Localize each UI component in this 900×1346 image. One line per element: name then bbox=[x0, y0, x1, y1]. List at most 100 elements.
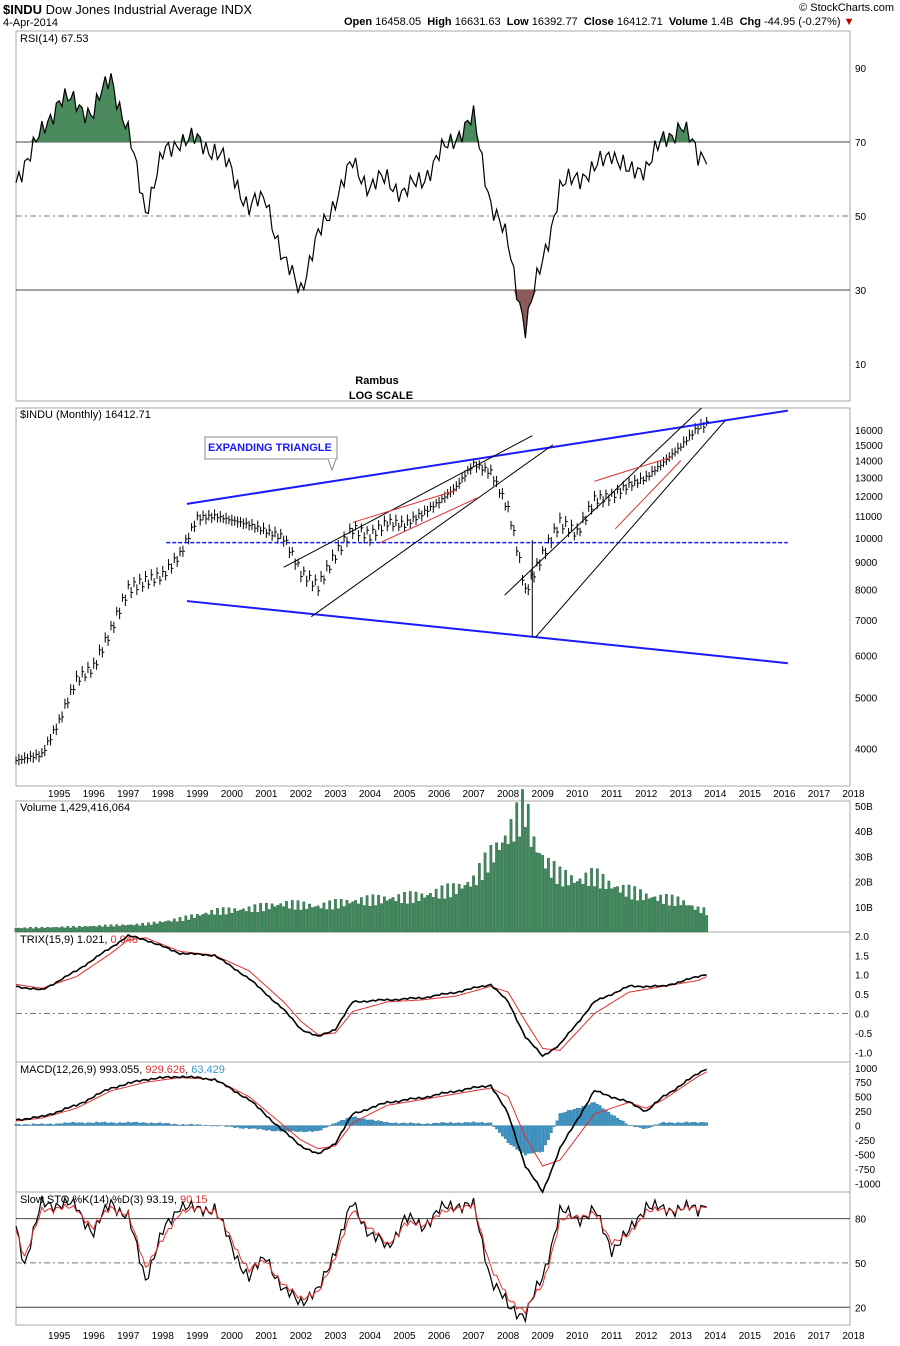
volume-bar bbox=[702, 907, 706, 933]
macd-histogram-bar bbox=[158, 1122, 162, 1126]
macd-histogram-bar bbox=[241, 1125, 245, 1129]
trix-tick-1: 1.0 bbox=[855, 971, 869, 982]
macd-histogram-bar bbox=[650, 1125, 654, 1127]
rsi-tick-10: 10 bbox=[855, 360, 867, 371]
x-year-2015-bottom: 2015 bbox=[739, 1331, 762, 1342]
volume-bar bbox=[383, 896, 386, 933]
volume-bar bbox=[72, 925, 75, 933]
macd-histogram-bar bbox=[452, 1123, 455, 1126]
macd-histogram-bar bbox=[290, 1125, 294, 1131]
volume-bar bbox=[152, 921, 156, 933]
volume-bar bbox=[371, 894, 375, 933]
volume-bar bbox=[624, 896, 628, 933]
x-year-2003-top: 2003 bbox=[324, 789, 347, 800]
triangle-upper-line bbox=[186, 409, 788, 505]
volume-bar bbox=[167, 920, 170, 933]
macd-histogram-bar bbox=[184, 1124, 188, 1126]
macd-histogram-bar bbox=[429, 1124, 432, 1126]
macd-histogram-bar bbox=[618, 1120, 622, 1126]
macd-histogram-bar bbox=[359, 1118, 363, 1126]
volume-bar bbox=[598, 888, 602, 933]
macd-histogram-bar bbox=[288, 1125, 291, 1132]
volume-bar bbox=[607, 880, 611, 933]
volume-bar bbox=[37, 928, 41, 933]
macd-histogram-bar bbox=[46, 1123, 50, 1126]
volume-bar bbox=[699, 913, 703, 933]
macd-histogram-bar bbox=[34, 1124, 38, 1126]
x-year-2004-bottom: 2004 bbox=[359, 1331, 382, 1342]
macd-histogram-bar bbox=[100, 1122, 104, 1126]
macd-histogram-bar bbox=[475, 1122, 478, 1126]
volume-bar bbox=[610, 888, 614, 933]
macd-histogram-bar bbox=[273, 1125, 277, 1132]
volume-bar bbox=[147, 922, 150, 933]
macd-histogram-bar bbox=[334, 1123, 337, 1126]
macd-histogram-bar bbox=[420, 1124, 424, 1126]
volume-bar bbox=[357, 903, 360, 933]
price-tick-15000: 15000 bbox=[855, 441, 883, 452]
macd-histogram-bar bbox=[397, 1123, 401, 1126]
trix-tick-0_5: 0.5 bbox=[855, 990, 869, 1001]
macd-histogram-bar bbox=[561, 1112, 565, 1126]
volume-bar bbox=[475, 885, 478, 933]
volume-bar bbox=[92, 925, 96, 933]
x-year-1997-top: 1997 bbox=[117, 789, 140, 800]
volume-bar bbox=[115, 924, 119, 933]
macd-histogram-bar bbox=[313, 1125, 317, 1131]
macd-tick-750: 750 bbox=[855, 1078, 872, 1089]
volume-bar bbox=[282, 906, 285, 933]
volume-bar bbox=[486, 872, 490, 933]
volume-bar bbox=[377, 894, 380, 933]
macd-histogram-bar bbox=[558, 1113, 562, 1126]
macd-histogram-bar bbox=[547, 1125, 550, 1141]
macd-histogram-bar bbox=[662, 1121, 665, 1126]
x-year-1999-top: 1999 bbox=[186, 789, 209, 800]
volume-bar bbox=[322, 902, 326, 933]
macd-histogram-bar bbox=[161, 1123, 165, 1126]
macd-histogram-bar bbox=[155, 1123, 159, 1126]
volume-bar bbox=[477, 863, 481, 933]
x-year-2000-top: 2000 bbox=[221, 789, 244, 800]
volume-bar bbox=[561, 886, 565, 933]
x-year-2013-top: 2013 bbox=[670, 789, 693, 800]
volume-bar bbox=[106, 926, 110, 933]
volume-bar bbox=[103, 924, 107, 933]
macd-histogram-bar bbox=[216, 1125, 219, 1127]
macd-histogram-bar bbox=[187, 1124, 191, 1126]
x-year-2007-bottom: 2007 bbox=[462, 1331, 485, 1342]
macd-histogram-bar bbox=[311, 1125, 314, 1132]
exchange: INDX bbox=[221, 2, 253, 17]
volume-bar bbox=[417, 901, 421, 933]
chart-date: 4-Apr-2014 bbox=[3, 17, 59, 29]
volume-bar bbox=[31, 928, 35, 933]
macd-histogram-bar bbox=[103, 1121, 107, 1126]
price-tick-4000: 4000 bbox=[855, 745, 878, 756]
volume-bar bbox=[656, 900, 660, 933]
volume-bar bbox=[86, 926, 90, 933]
x-year-1997-bottom: 1997 bbox=[117, 1331, 140, 1342]
macd-histogram-bar bbox=[296, 1125, 300, 1133]
x-year-2005-top: 2005 bbox=[393, 789, 416, 800]
macd-histogram-bar bbox=[437, 1123, 441, 1126]
volume-bar bbox=[541, 855, 544, 933]
macd-histogram-bar bbox=[472, 1121, 475, 1126]
macd-histogram-bar bbox=[564, 1111, 568, 1126]
x-year-1996-bottom: 1996 bbox=[83, 1331, 106, 1342]
price-tick-11000: 11000 bbox=[855, 512, 883, 523]
volume-bar bbox=[685, 905, 688, 933]
volume-bar bbox=[572, 882, 576, 933]
volume-tick-40: 40B bbox=[855, 827, 873, 838]
macd-histogram-bar bbox=[374, 1120, 378, 1126]
rsi-tick-50: 50 bbox=[855, 212, 867, 223]
volume-bar bbox=[126, 924, 130, 933]
macd-histogram-bar bbox=[270, 1125, 274, 1132]
x-year-1998-top: 1998 bbox=[152, 789, 175, 800]
x-year-2000-bottom: 2000 bbox=[221, 1331, 244, 1342]
volume-bar bbox=[239, 909, 242, 933]
volume-bar bbox=[423, 897, 427, 933]
macd-histogram-bar bbox=[267, 1125, 271, 1131]
macd-histogram-bar bbox=[607, 1111, 611, 1126]
macd-histogram-bar bbox=[613, 1115, 616, 1126]
macd-histogram-bar bbox=[521, 1125, 524, 1153]
volume-bar bbox=[483, 852, 487, 933]
